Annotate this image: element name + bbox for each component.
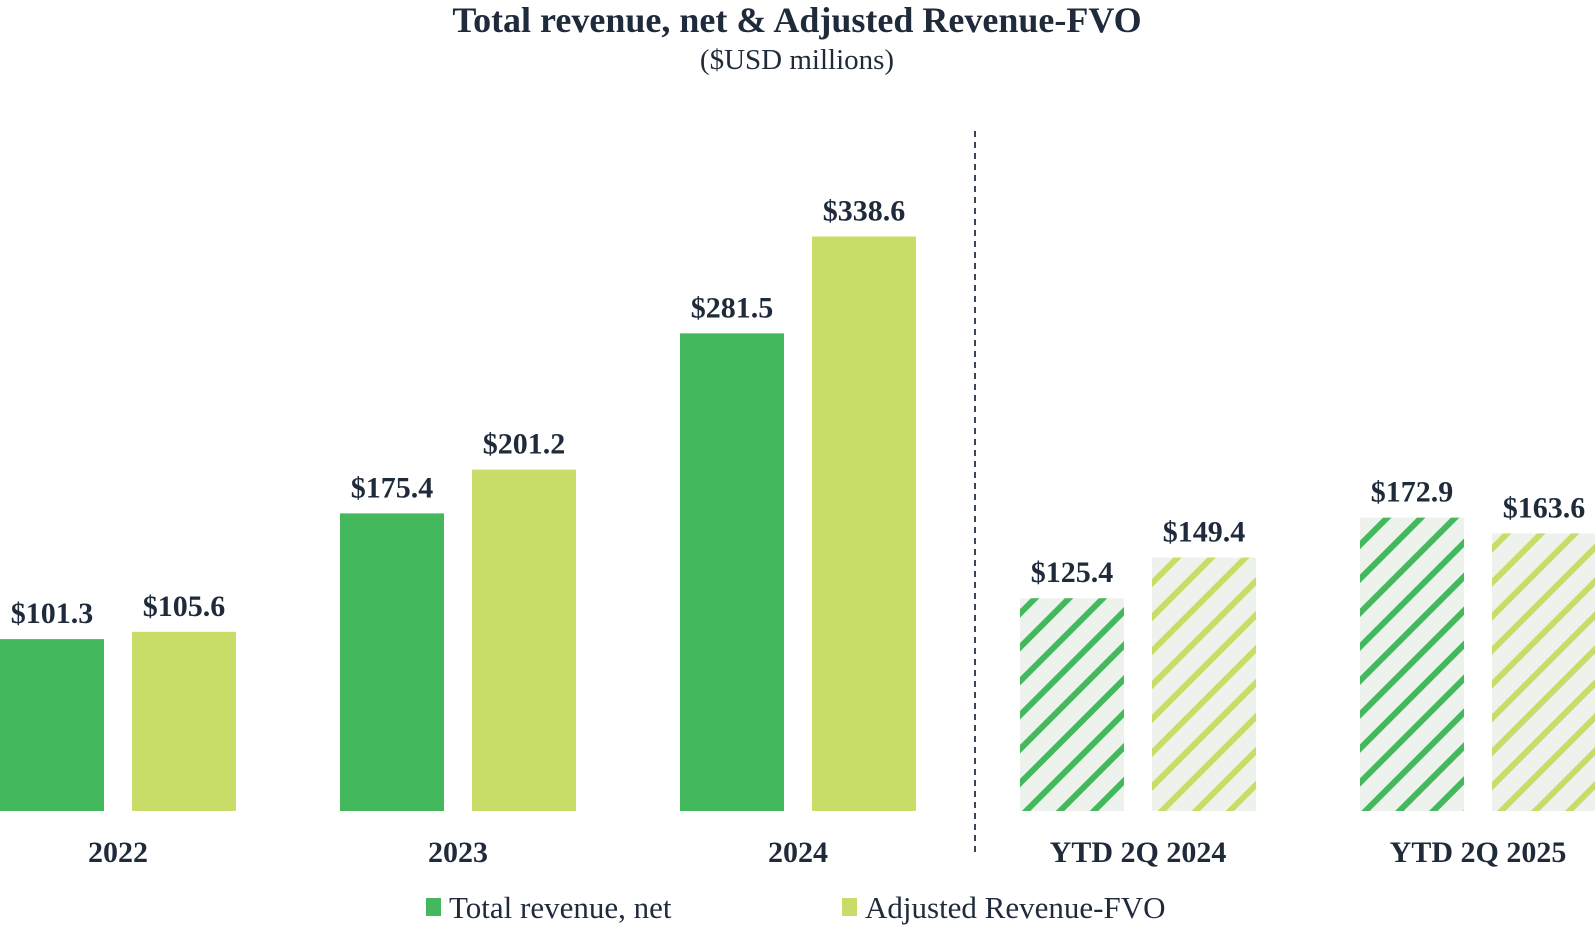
bar-adjusted-revenue-2024 [812,236,916,812]
value-label-adjusted-revenue-ytd-2q-2025: $163.6 [1503,491,1586,524]
bar-total-revenue-2022 [0,639,104,811]
value-label-total-revenue-ytd-2q-2025: $172.9 [1371,476,1454,509]
chart-title: Total revenue, net & Adjusted Revenue-FV… [452,0,1141,40]
bar-adjusted-revenue-2022 [132,631,236,811]
value-label-total-revenue-ytd-2q-2024: $125.4 [1031,556,1114,589]
value-label-total-revenue-2023: $175.4 [351,471,434,504]
bar-adjusted-revenue-2023 [472,469,576,811]
bars-group: $101.3 $105.6 2022 $175.4 $201.2 2023 $281.5 $3… [0,194,1595,869]
category-label-2022: 2022 [88,836,148,869]
legend-swatch-total-revenue [426,898,441,916]
bar-adjusted-revenue-ytd-2q-2025 [1492,533,1595,811]
category-label-ytd-2q-2025: YTD 2Q 2025 [1390,836,1567,869]
category-label-2024: 2024 [768,836,828,869]
legend: Total revenue, net Adjusted Revenue-FVO [426,890,1165,925]
legend-swatch-adjusted-revenue [842,898,857,916]
value-label-adjusted-revenue-2022: $105.6 [143,590,226,623]
value-label-adjusted-revenue-2024: $338.6 [823,194,906,227]
value-label-adjusted-revenue-2023: $201.2 [483,428,566,461]
bar-total-revenue-2024 [680,333,784,811]
legend-label-total-revenue: Total revenue, net [449,890,672,925]
bar-total-revenue-2023 [340,513,444,811]
bar-adjusted-revenue-ytd-2q-2024 [1152,557,1256,811]
value-label-adjusted-revenue-ytd-2q-2024: $149.4 [1163,515,1246,548]
category-label-2023: 2023 [428,836,488,869]
legend-label-adjusted-revenue: Adjusted Revenue-FVO [865,890,1165,925]
bar-total-revenue-ytd-2q-2024 [1020,598,1124,811]
bar-total-revenue-ytd-2q-2025 [1360,517,1464,811]
chart-subtitle: ($USD millions) [700,44,894,76]
category-label-ytd-2q-2024: YTD 2Q 2024 [1050,836,1227,869]
value-label-total-revenue-2024: $281.5 [691,291,774,324]
value-label-total-revenue-2022: $101.3 [11,597,94,630]
